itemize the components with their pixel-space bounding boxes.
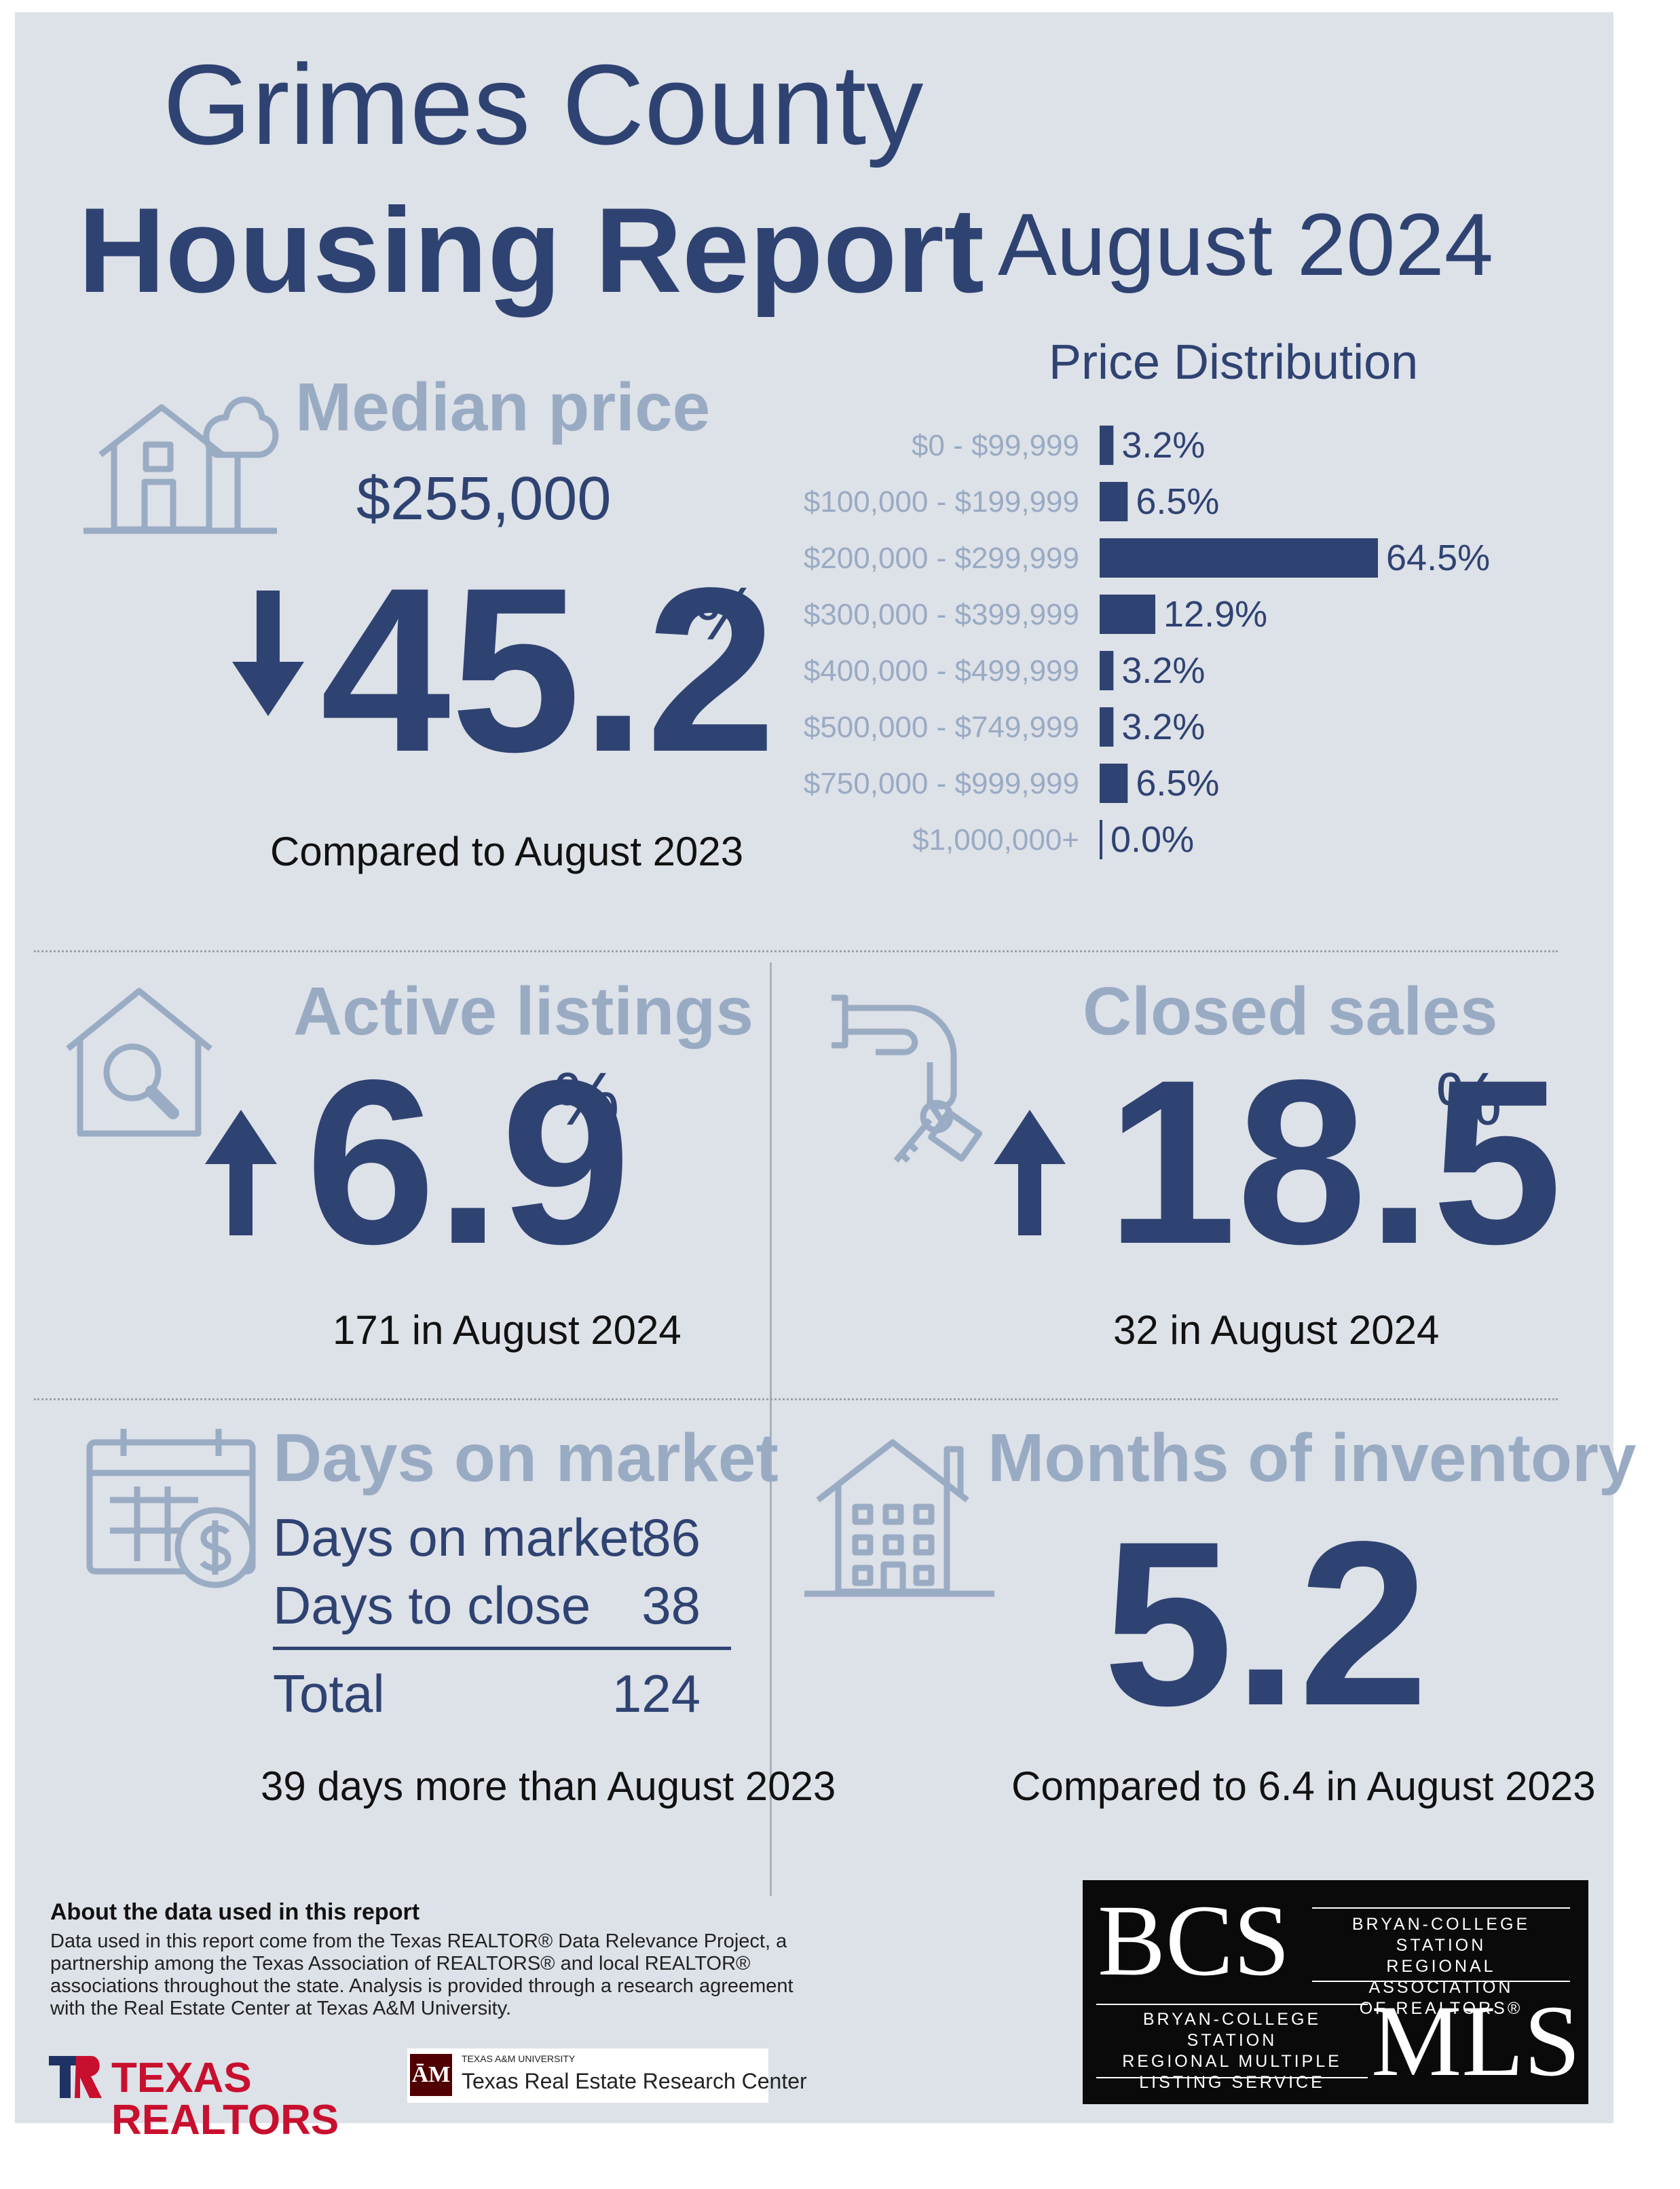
median-price-change: 45.2 xyxy=(320,540,777,801)
dist-value-label: 6.5% xyxy=(1136,481,1219,522)
texas-realtors-text: TEXAS REALTORS xyxy=(111,2055,339,2144)
house-search-icon xyxy=(61,984,217,1140)
tamu-small-text: TEXAS A&M UNIVERSITY xyxy=(462,2053,576,2064)
title-line-2: Housing Report xyxy=(78,183,984,318)
divider-top xyxy=(34,950,1558,952)
dist-bar xyxy=(1100,707,1114,747)
dist-bar xyxy=(1100,820,1102,859)
apartment-building-icon xyxy=(801,1432,998,1602)
calendar-dollar-icon xyxy=(83,1425,266,1595)
dist-category-label: $200,000 - $299,999 xyxy=(804,542,1079,575)
days-row-total: Total 124 xyxy=(273,1663,721,1725)
closed-sales-change: 18.5 xyxy=(1106,1032,1563,1293)
dist-value-label: 3.2% xyxy=(1121,707,1205,747)
closed-sales-label: Closed sales xyxy=(1083,973,1498,1049)
dist-value-label: 6.5% xyxy=(1136,763,1219,804)
dist-category-label: $500,000 - $749,999 xyxy=(804,711,1079,744)
dist-bar xyxy=(1100,764,1128,803)
dist-category-label: $1,000,000+ xyxy=(912,823,1079,857)
days-comparison: 39 days more than August 2023 xyxy=(261,1763,836,1809)
days-total-rule xyxy=(273,1647,731,1650)
active-listings-label: Active listings xyxy=(293,973,753,1049)
dist-value-label: 3.2% xyxy=(1121,425,1205,466)
median-price-value: $255,000 xyxy=(356,465,612,533)
active-listings-detail: 171 in August 2024 xyxy=(333,1307,682,1353)
price-distribution-title: Price Distribution xyxy=(1049,335,1419,390)
mls-rule-bottom xyxy=(1096,2077,1368,2078)
active-listings-change: 6.9 xyxy=(305,1032,631,1293)
days-total-value: 124 xyxy=(612,1664,701,1723)
months-inventory-value: 5.2 xyxy=(1103,1493,1429,1755)
dist-bar xyxy=(1100,482,1128,521)
dist-value-label: 64.5% xyxy=(1386,538,1490,578)
bcs-assoc-line-1: BRYAN-COLLEGE STATION xyxy=(1351,1915,1531,1955)
about-line-4: with the Real Estate Center at Texas A&M… xyxy=(50,1998,512,2019)
report-page xyxy=(15,12,1613,2123)
dist-value-label: 3.2% xyxy=(1121,650,1205,691)
closed-sales-detail: 32 in August 2024 xyxy=(1113,1307,1440,1353)
tamu-logo: ĀM TEXAS A&M UNIVERSITY Texas Real Estat… xyxy=(407,2048,807,2103)
days-table: Days on market 86 Days to close 38 Total… xyxy=(273,1507,731,1724)
about-line-3: associations throughout the state. Analy… xyxy=(50,1975,794,1997)
hand-key-icon xyxy=(828,991,1005,1181)
days-row-close: Days to close 38 xyxy=(273,1575,721,1636)
dist-bar xyxy=(1100,538,1378,578)
divider-middle xyxy=(34,1398,1558,1400)
months-comparison: Compared to 6.4 in August 2023 xyxy=(1011,1763,1596,1809)
dist-bar xyxy=(1100,651,1114,690)
bcs-text: BCS xyxy=(1098,1884,1290,1997)
mls-text: MLS xyxy=(1371,1985,1581,2097)
active-percent-sign: % xyxy=(553,1058,620,1141)
days-row-market-value: 86 xyxy=(641,1508,701,1567)
report-period: August 2024 xyxy=(998,195,1494,294)
mls-line-3: LISTING SERVICE xyxy=(1139,2073,1325,2092)
about-line-2: partnership among the Texas Association … xyxy=(50,1953,751,1975)
dist-category-label: $750,000 - $999,999 xyxy=(804,767,1079,800)
dist-category-label: $300,000 - $399,999 xyxy=(804,598,1079,631)
months-inventory-label: Months of inventory xyxy=(988,1420,1637,1496)
divider-vertical xyxy=(770,962,772,1896)
dist-category-label: $100,000 - $199,999 xyxy=(804,485,1079,519)
median-percent-sign: % xyxy=(694,572,760,656)
days-row-close-label: Days to close xyxy=(273,1575,591,1635)
mls-rule-top xyxy=(1096,2004,1368,2005)
dist-category-label: $0 - $99,999 xyxy=(912,429,1079,462)
title-line-1: Grimes County xyxy=(163,41,924,168)
median-price-label: Median price xyxy=(295,369,711,445)
closed-percent-sign: % xyxy=(1436,1058,1502,1141)
days-row-market: Days on market 86 xyxy=(273,1507,721,1569)
mls-line-1: BRYAN-COLLEGE STATION xyxy=(1142,2010,1322,2050)
about-heading: About the data used in this report xyxy=(50,1899,420,1925)
texas-realtors-mark xyxy=(49,2056,102,2098)
bcs-assoc-line-3: OF REALTORS® xyxy=(1359,1999,1523,2018)
texas-realtors-logo: TEXAS REALTORS xyxy=(49,2053,388,2141)
price-distribution-chart: $0 - $99,999 3.2% $100,000 - $199,999 6.5% $… xyxy=(804,425,1490,860)
dist-bar xyxy=(1100,595,1155,634)
mls-service-text: BRYAN-COLLEGE STATION REGIONAL MULTIPLE … xyxy=(1096,2009,1368,2093)
about-body: Data used in this report come from the T… xyxy=(50,1930,794,2020)
house-tree-icon xyxy=(80,380,284,543)
dist-value-label: 0.0% xyxy=(1110,819,1194,860)
days-total-label: Total xyxy=(273,1664,385,1723)
median-comparison: Compared to August 2023 xyxy=(270,829,744,874)
bcs-mls-logo: BCS BRYAN-COLLEGE STATION REGIONAL ASSOC… xyxy=(1083,1880,1588,2104)
tamu-mark: ĀM xyxy=(410,2054,452,2096)
tamu-center-text: Texas Real Estate Research Center xyxy=(462,2069,807,2093)
dist-value-label: 12.9% xyxy=(1163,594,1267,635)
arrow-up-icon-2 xyxy=(992,1110,1067,1235)
dist-bar xyxy=(1100,426,1114,465)
days-row-close-value: 38 xyxy=(641,1575,701,1635)
bcs-rule-top xyxy=(1312,1907,1570,1909)
dist-category-label: $400,000 - $499,999 xyxy=(804,654,1079,688)
bcs-rule-bottom xyxy=(1312,1981,1570,1982)
about-line-1: Data used in this report come from the T… xyxy=(50,1930,787,1952)
arrow-down-icon xyxy=(231,591,305,716)
mls-line-2: REGIONAL MULTIPLE xyxy=(1122,2052,1342,2071)
days-row-market-label: Days on market xyxy=(273,1508,644,1567)
arrow-up-icon xyxy=(204,1110,278,1235)
days-on-market-label: Days on market xyxy=(273,1420,779,1496)
